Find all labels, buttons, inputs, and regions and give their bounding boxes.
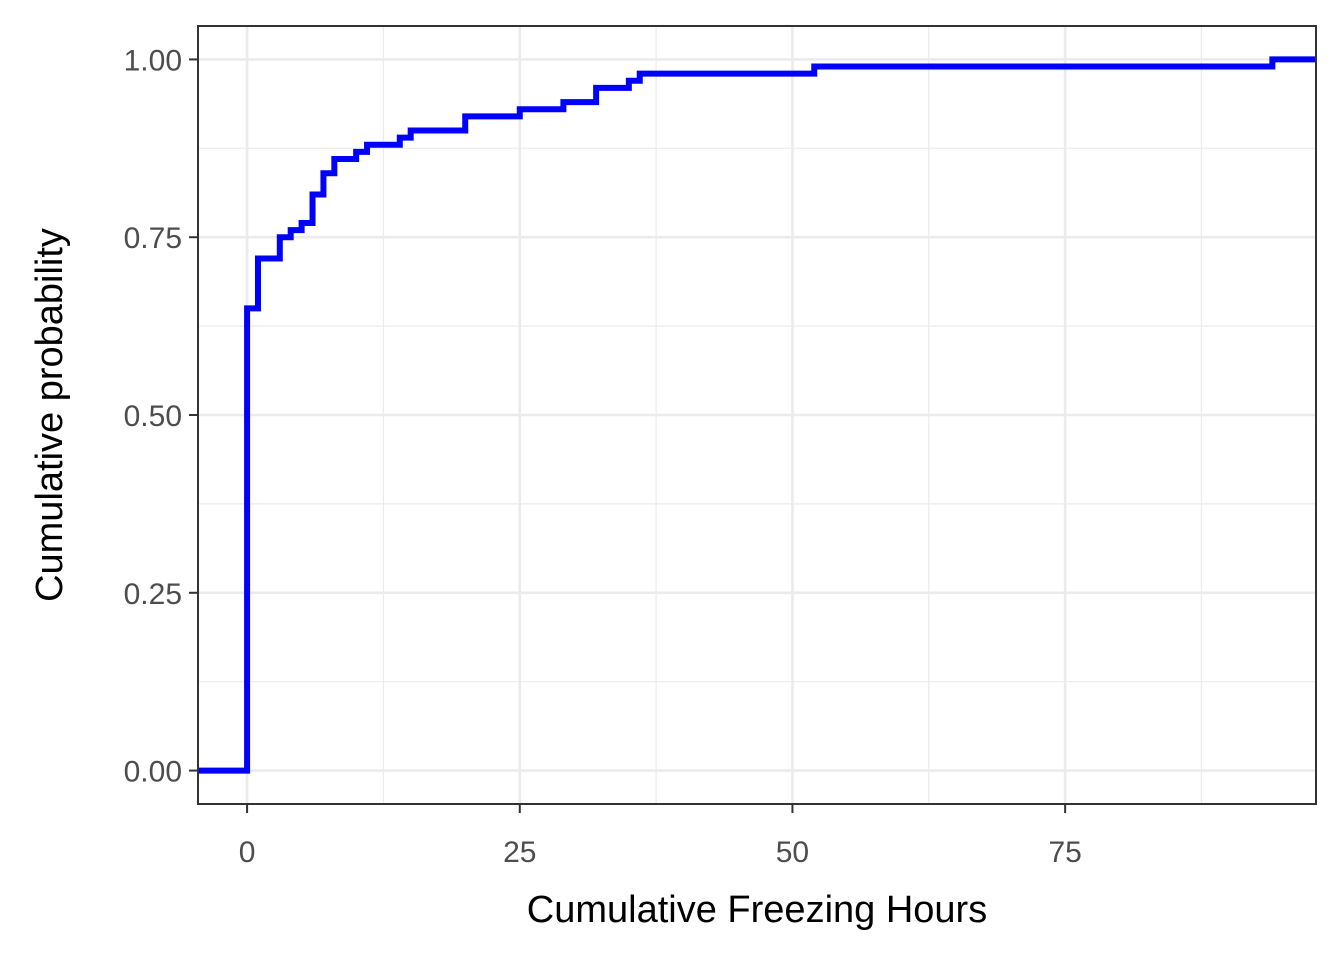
grid-major xyxy=(198,26,1316,804)
y-tick-label: 1.00 xyxy=(124,44,182,77)
x-axis-title: Cumulative Freezing Hours xyxy=(527,889,987,931)
x-tick-label: 75 xyxy=(1048,836,1081,869)
y-tick-label: 0.50 xyxy=(124,400,182,433)
x-tick-label: 0 xyxy=(239,836,256,869)
x-axis-ticks: 0 25 50 75 xyxy=(239,804,1082,869)
y-axis-ticks: 0.00 0.25 0.50 0.75 1.00 xyxy=(124,44,198,789)
x-tick-label: 50 xyxy=(776,836,809,869)
y-tick-label: 0.25 xyxy=(124,578,182,611)
y-axis-title: Cumulative probability xyxy=(29,228,71,602)
ecdf-step-line xyxy=(198,56,1316,774)
y-tick-label: 0.75 xyxy=(124,222,182,255)
y-tick-label: 0.00 xyxy=(124,756,182,789)
x-tick-label: 25 xyxy=(503,836,536,869)
grid-minor xyxy=(198,26,1316,804)
